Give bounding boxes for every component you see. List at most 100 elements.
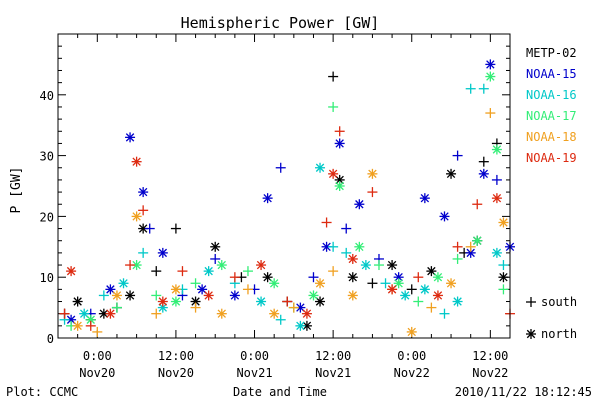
data-point <box>229 290 240 301</box>
data-point <box>446 278 457 289</box>
data-point <box>452 150 463 161</box>
data-point <box>432 272 443 283</box>
data-point <box>275 162 286 173</box>
x-axis: 0:00 Nov20 12:00 Nov20 0:00 Nov21 12:00 Nov21 0:… <box>57 34 511 380</box>
data-point <box>380 278 391 289</box>
data-point <box>498 272 509 283</box>
data-point <box>262 272 273 283</box>
data-point <box>308 272 319 283</box>
data-point <box>446 168 457 179</box>
data-point <box>315 162 326 173</box>
x-tick-time-label: 12:00 <box>315 349 351 363</box>
marker-key: south north <box>526 295 577 341</box>
series-noaa-15 <box>66 59 515 325</box>
data-point <box>341 223 352 234</box>
marker-key-label: south <box>541 295 577 309</box>
data-point <box>419 284 430 295</box>
data-point <box>269 278 280 289</box>
x-tick-date-label: Nov20 <box>79 366 115 380</box>
data-point <box>498 284 509 295</box>
data-point <box>485 71 496 82</box>
data-point <box>439 211 450 222</box>
data-point <box>85 314 96 325</box>
data-point <box>138 247 149 258</box>
data-point <box>262 193 273 204</box>
data-point <box>321 217 332 228</box>
data-point <box>315 278 326 289</box>
data-point <box>92 326 103 337</box>
data-point <box>118 278 129 289</box>
data-point <box>413 296 424 307</box>
data-point <box>328 71 339 82</box>
marker-key-symbol <box>526 297 536 307</box>
data-point <box>170 223 181 234</box>
data-point <box>242 284 253 295</box>
x-tick-time-label: 12:00 <box>158 349 194 363</box>
data-point <box>301 308 312 319</box>
data-point <box>432 290 443 301</box>
plot-credit: Plot: CCMC <box>6 385 78 399</box>
data-point <box>347 272 358 283</box>
data-point <box>275 314 286 325</box>
data-point <box>387 284 398 295</box>
data-point <box>354 241 365 252</box>
data-point <box>478 156 489 167</box>
data-point <box>367 168 378 179</box>
plot-frame <box>57 33 511 339</box>
data-point <box>256 296 267 307</box>
data-point <box>465 241 476 252</box>
x-tick-date-label: Nov21 <box>236 366 272 380</box>
data-point <box>347 253 358 264</box>
data-point <box>157 296 168 307</box>
data-point <box>478 168 489 179</box>
data-point <box>491 174 502 185</box>
data-point <box>341 247 352 258</box>
data-point <box>144 223 155 234</box>
y-tick-label: 0 <box>47 332 54 346</box>
data-point <box>170 284 181 295</box>
data-point <box>216 308 227 319</box>
data-point <box>452 296 463 307</box>
data-point <box>498 260 509 271</box>
data-point <box>242 266 253 277</box>
data-point <box>328 266 339 277</box>
data-point <box>439 308 450 319</box>
marker-key-label: north <box>541 327 577 341</box>
data-point <box>256 260 267 271</box>
data-point <box>485 108 496 119</box>
data-point <box>138 205 149 216</box>
data-point <box>334 181 345 191</box>
x-axis-label: Date and Time <box>233 385 327 399</box>
data-point <box>125 260 136 271</box>
data-point <box>151 308 162 319</box>
x-tick-time-label: 12:00 <box>472 349 508 363</box>
data-point <box>190 296 201 307</box>
data-point <box>151 290 162 301</box>
legend: METP-02 NOAA-15 NOAA-16 NOAA-17 NOAA-18 NOAA-… <box>526 46 577 165</box>
data-point <box>125 290 136 301</box>
chart-title: Hemispheric Power [GW] <box>181 14 380 32</box>
data-point <box>393 278 404 289</box>
data-point <box>269 308 280 319</box>
data-point <box>229 272 240 283</box>
x-tick-time-label: 0:00 <box>397 349 426 363</box>
data-point <box>203 290 214 301</box>
data-point <box>498 217 509 228</box>
data-point <box>367 278 378 289</box>
data-point <box>203 266 214 277</box>
legend-entry: NOAA-18 <box>526 130 577 144</box>
data-point <box>328 101 339 112</box>
data-point <box>347 290 358 301</box>
data-point <box>98 290 109 301</box>
data-point <box>105 284 116 295</box>
x-tick-date-label: Nov21 <box>315 366 351 380</box>
data-point <box>472 235 483 246</box>
data-point <box>210 241 221 252</box>
x-tick-date-label: Nov22 <box>472 366 508 380</box>
x-tick-time-label: 0:00 <box>83 349 112 363</box>
x-tick-date-label: Nov20 <box>158 366 194 380</box>
data-point <box>170 296 181 307</box>
data-point <box>413 272 424 283</box>
data-point <box>66 266 77 277</box>
